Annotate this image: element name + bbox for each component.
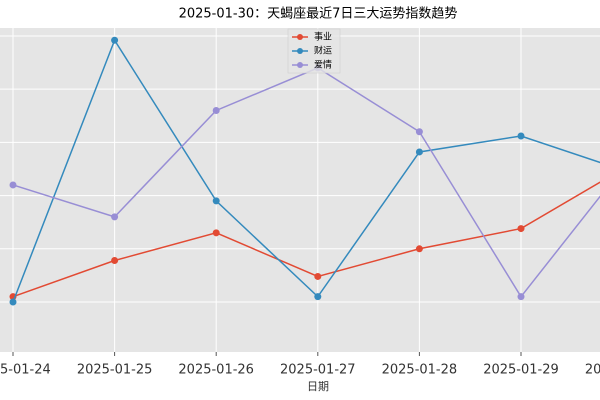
x-tick-label: 2025-01-25	[77, 363, 153, 378]
x-tick-label: 2025-01-27	[280, 363, 356, 378]
data-point	[415, 128, 423, 136]
x-tick-label: 2025-01-26	[178, 363, 254, 378]
data-point	[9, 181, 17, 189]
x-tick-label: 2025-01-29	[483, 363, 559, 378]
data-point	[314, 272, 322, 280]
data-point	[517, 132, 525, 140]
data-point	[212, 106, 220, 114]
x-axis-label: 日期	[307, 380, 329, 393]
data-point	[314, 293, 322, 301]
x-tick-label: 2025-01-28	[382, 363, 458, 378]
data-point	[415, 245, 423, 253]
data-point	[517, 225, 525, 233]
plot-background	[0, 28, 600, 352]
data-point	[212, 229, 220, 237]
legend-marker	[297, 62, 303, 68]
legend-label: 事业	[314, 31, 332, 43]
chart-title: 2025-01-30：天蝎座最近7日三大运势指数趋势	[179, 6, 458, 22]
data-point	[517, 293, 525, 301]
legend-label: 爱情	[314, 59, 332, 71]
legend-label: 财运	[314, 45, 332, 57]
data-point	[9, 298, 17, 306]
data-point	[415, 148, 423, 156]
lines	[9, 36, 600, 306]
x-tick-label: 2025-01-24	[0, 363, 51, 378]
x-tick-label: 2025-01-30	[585, 363, 600, 378]
legend-marker	[297, 48, 303, 54]
data-point	[111, 213, 119, 221]
data-point	[111, 256, 119, 264]
data-point	[212, 197, 220, 205]
legend-marker	[297, 34, 303, 40]
data-point	[111, 36, 119, 44]
